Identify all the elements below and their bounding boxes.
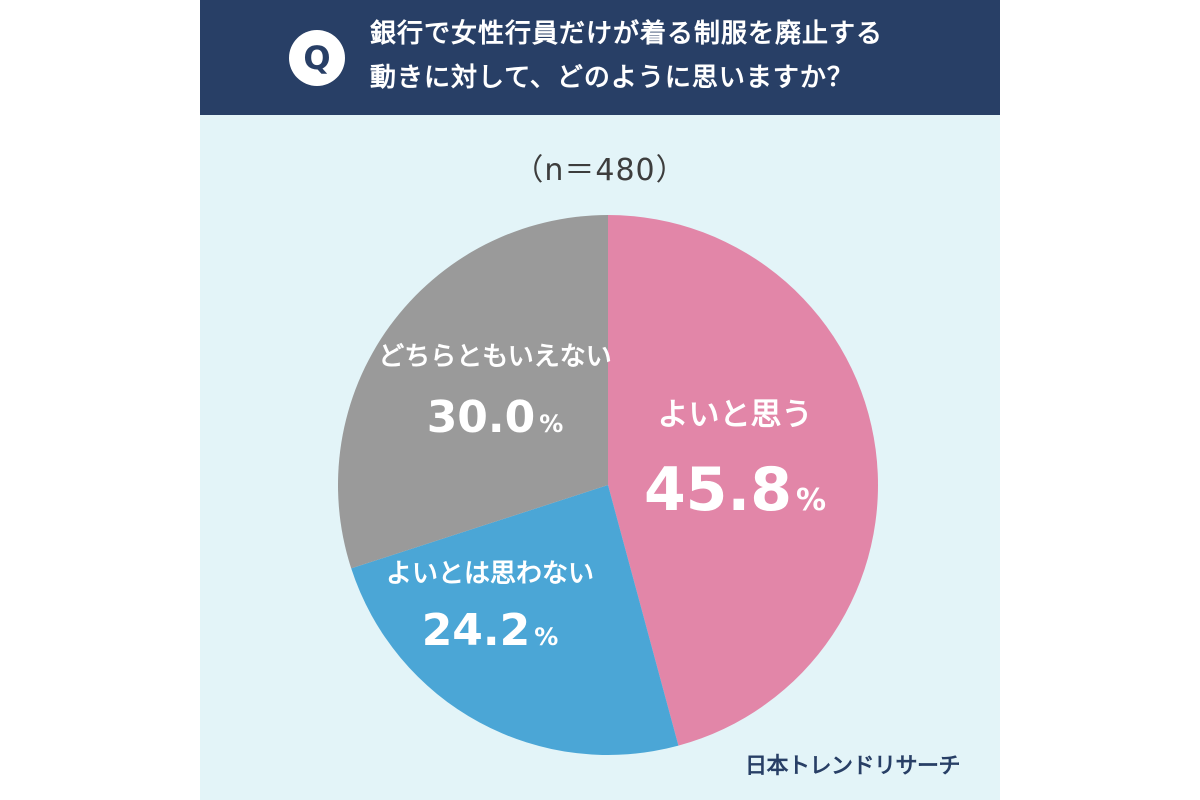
slice-value-label: 45.8%: [644, 455, 826, 525]
question-text: 銀行で女性行員だけが着る制服を廃止する 動きに対して、どのように思いますか？: [370, 12, 970, 100]
question-line-2: 動きに対して、どのように思いますか？: [370, 63, 854, 93]
pie-slice: [337, 215, 608, 569]
slice-label: どちらともいえない: [378, 342, 611, 372]
pie-slice: [608, 215, 878, 746]
pie-slice: [351, 485, 679, 755]
slice-label: よいとは思わない: [386, 559, 594, 589]
slice-label: よいと思う: [658, 397, 813, 433]
slice-value-label: 24.2%: [422, 605, 559, 656]
question-header: Q 銀行で女性行員だけが着る制服を廃止する 動きに対して、どのように思いますか？: [200, 0, 1000, 115]
pie-chart: よいと思う 45.8 % よいとは思わない 24.2 % どちらともいえない 30.0%: [337, 215, 878, 755]
brand-logo: 日本トレンドリサーチ: [744, 754, 961, 779]
survey-card: Q 銀行で女性行員だけが着る制服を廃止する 動きに対して、どのように思いますか？…: [200, 0, 1000, 800]
question-badge: Q: [289, 30, 345, 86]
slice-value-label: 30.0%: [427, 392, 564, 443]
sample-size: （n＝480）: [513, 153, 687, 188]
question-line-1: 銀行で女性行員だけが着る制服を廃止する: [370, 19, 884, 49]
